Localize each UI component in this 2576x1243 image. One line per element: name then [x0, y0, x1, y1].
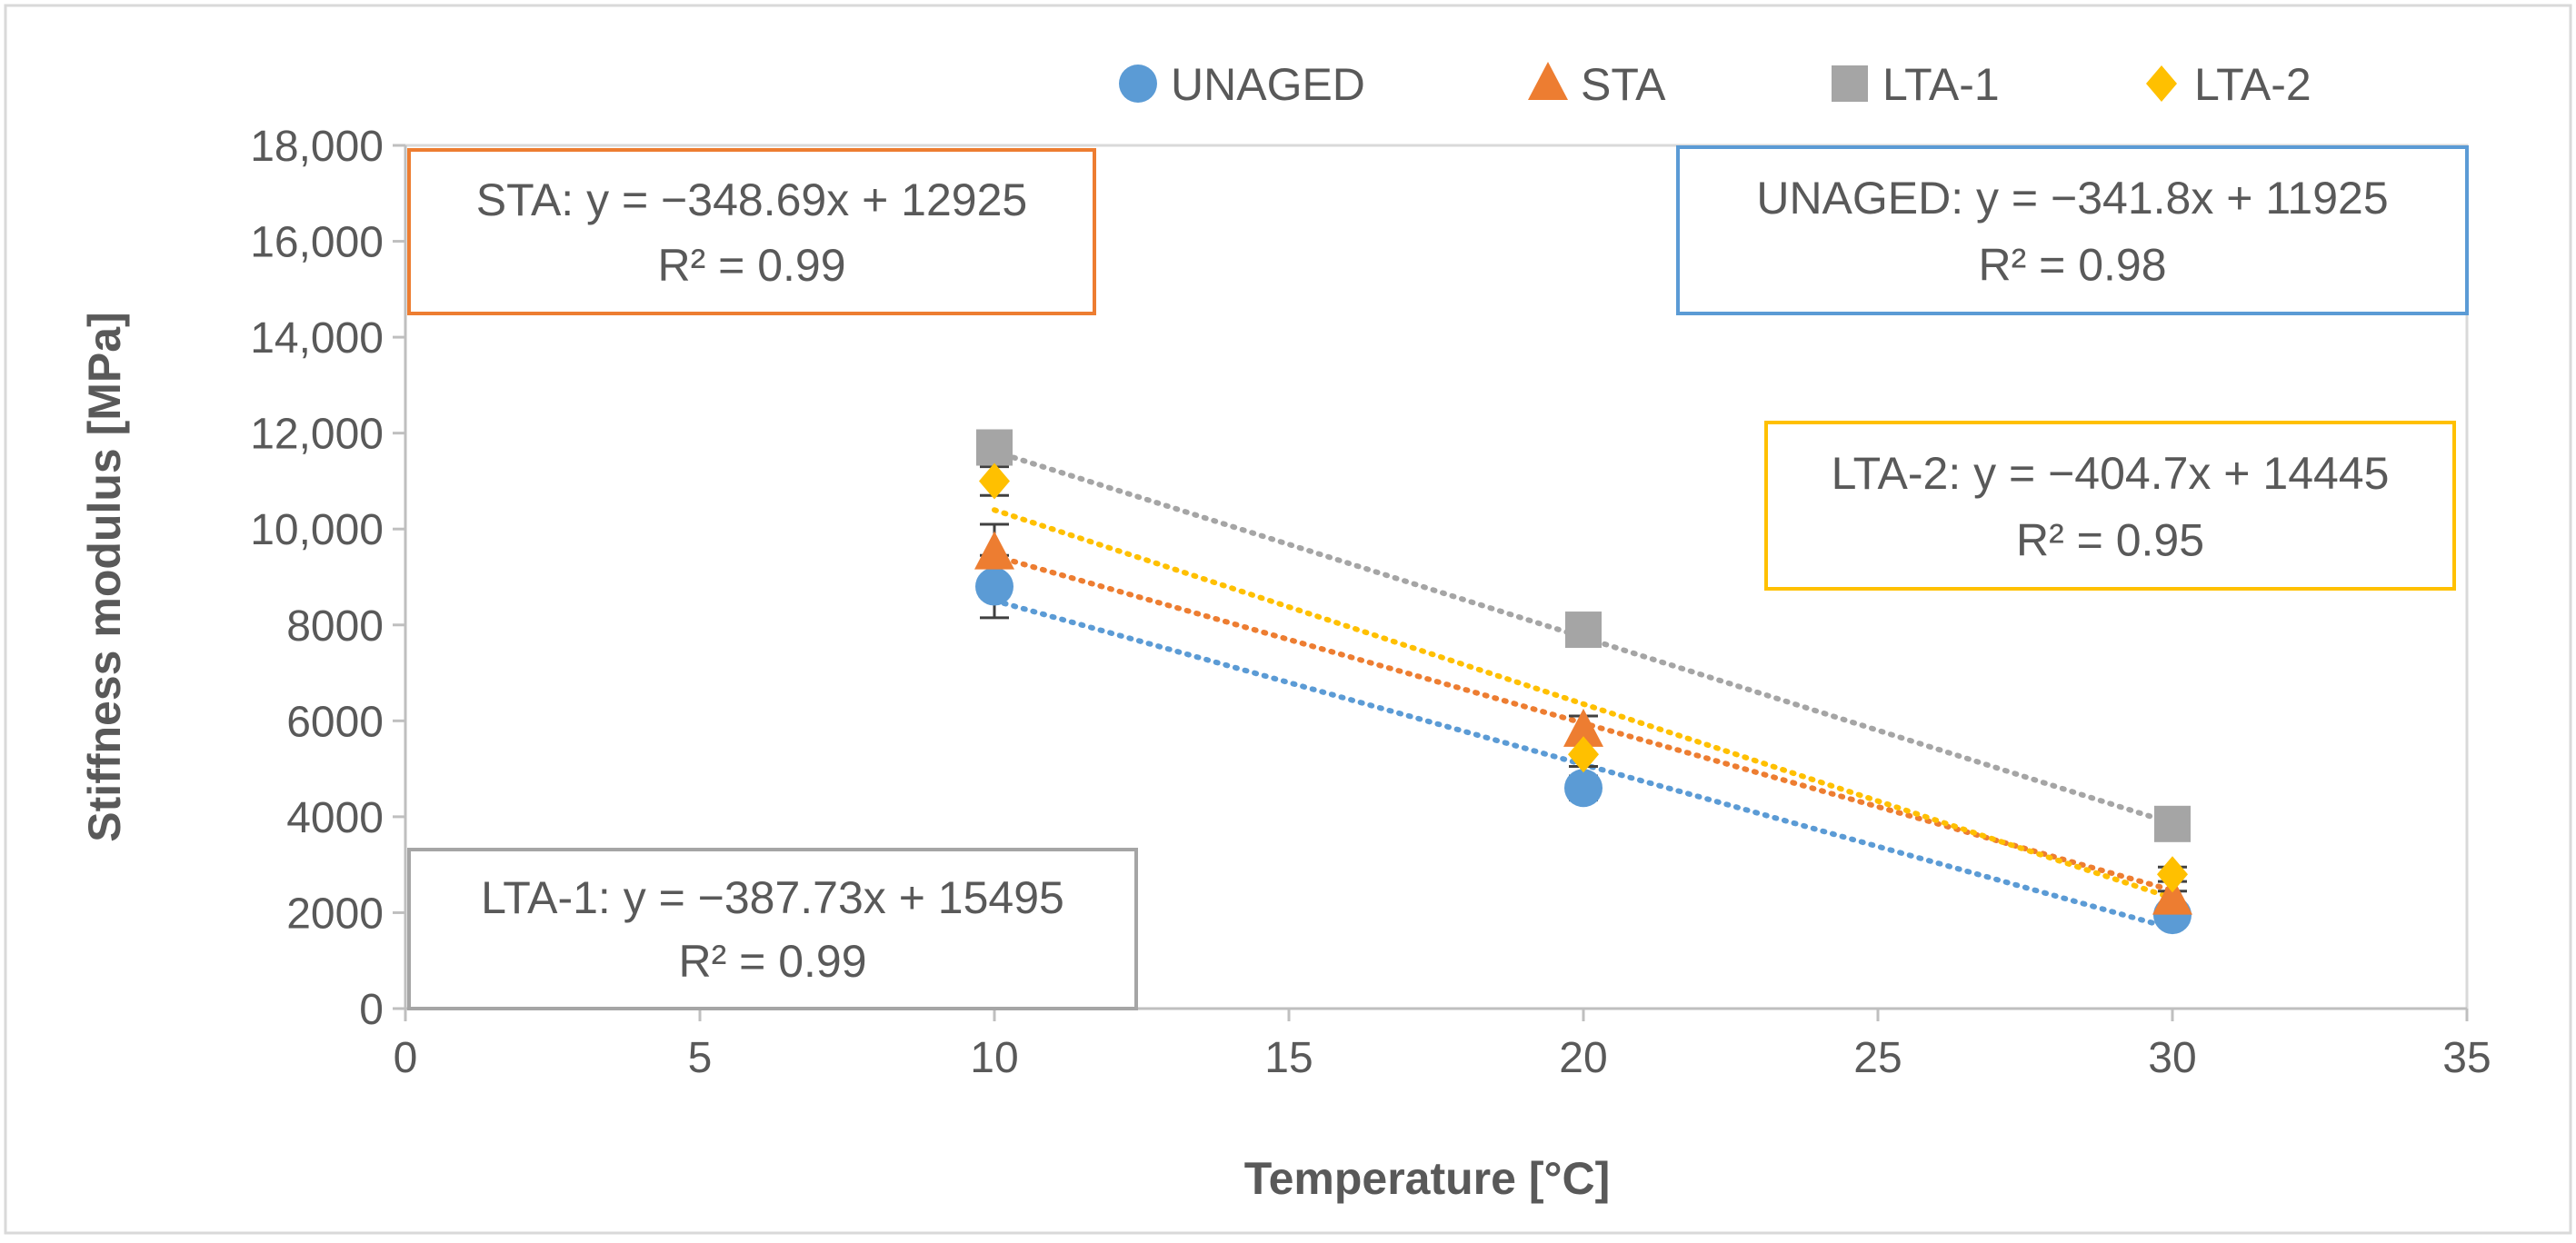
legend-item-lta-2: LTA-2 [2146, 59, 2311, 110]
legend-item-lta-1: LTA-1 [1832, 59, 2000, 110]
y-tick-label: 0 [359, 986, 384, 1034]
legend-label: UNAGED [1171, 59, 1365, 110]
data-point-lta-1 [2154, 805, 2191, 842]
r-squared-text: R² = 0.99 [657, 240, 845, 291]
data-point-sta [2152, 876, 2192, 915]
x-tick-label: 35 [2442, 1034, 2491, 1082]
equation-box-sta: STA: y = −348.69x + 12925 R² = 0.99 [407, 148, 1096, 315]
legend-label: LTA-2 [2194, 59, 2311, 110]
r-squared-text: R² = 0.95 [2016, 514, 2204, 565]
data-point-lta-1 [1565, 612, 1602, 649]
y-tick-label: 4000 [286, 794, 384, 842]
equation-box-lta-2: LTA-2: y = −404.7x + 14445 R² = 0.95 [1764, 421, 2456, 591]
equation-text: UNAGED: y = −341.8x + 11925 [1756, 173, 2388, 224]
y-tick-label: 18,000 [250, 123, 384, 171]
x-tick-label: 0 [394, 1034, 418, 1082]
y-tick-label: 12,000 [250, 411, 384, 459]
legend-marker [2146, 65, 2177, 102]
x-tick-label: 30 [2148, 1034, 2196, 1082]
data-point-sta [974, 531, 1014, 570]
legend-marker [1528, 62, 1568, 100]
legend-item-sta: STA [1528, 59, 1666, 110]
y-tick-label: 16,000 [250, 219, 384, 267]
data-point-unaged [1564, 769, 1603, 808]
legend-marker [1119, 65, 1157, 103]
equation-box-border [407, 148, 1096, 315]
x-tick-label: 5 [688, 1034, 713, 1082]
x-axis-title: Temperature [°C] [1244, 1153, 1610, 1204]
legend-label: STA [1581, 59, 1666, 110]
y-tick-label: 8000 [286, 602, 384, 651]
equation-box-lta-1: LTA-1: y = −387.73x + 15495 R² = 0.99 [407, 848, 1138, 1010]
legend-label: LTA-1 [1882, 59, 2000, 110]
trendline-lta-2 [992, 507, 2175, 901]
equation-box-border [407, 848, 1138, 1010]
equation-box-border [1764, 421, 2456, 591]
y-tick-label: 6000 [286, 698, 384, 746]
data-point-lta-2 [1568, 736, 1599, 773]
equation-box-unaged: UNAGED: y = −341.8x + 11925 R² = 0.98 [1676, 145, 2469, 315]
equation-text: LTA-1: y = −387.73x + 15495 [481, 872, 1064, 923]
y-tick-label: 14,000 [250, 314, 384, 363]
data-point-unaged [975, 567, 1013, 606]
equation-box-border [1676, 145, 2469, 315]
r-squared-text: R² = 0.99 [678, 936, 866, 987]
y-tick-label: 2000 [286, 890, 384, 938]
equation-text: LTA-2: y = −404.7x + 14445 [1832, 448, 2390, 499]
r-squared-text: R² = 0.98 [1978, 239, 2166, 290]
x-tick-label: 15 [1264, 1034, 1313, 1082]
data-point-lta-2 [979, 462, 1010, 500]
data-point-lta-2 [2157, 856, 2188, 893]
equation-text: STA: y = −348.69x + 12925 [476, 174, 1027, 225]
data-point-lta-1 [976, 429, 1013, 466]
y-tick-label: 10,000 [250, 506, 384, 554]
x-tick-label: 25 [1853, 1034, 1902, 1082]
y-axis-title: Stiffness modulus [MPa] [79, 312, 130, 841]
data-point-sta [1563, 708, 1603, 747]
x-tick-label: 10 [970, 1034, 1018, 1082]
legend-marker [1832, 65, 1868, 102]
x-tick-label: 20 [1559, 1034, 1607, 1082]
legend-item-unaged: UNAGED [1119, 59, 1365, 110]
